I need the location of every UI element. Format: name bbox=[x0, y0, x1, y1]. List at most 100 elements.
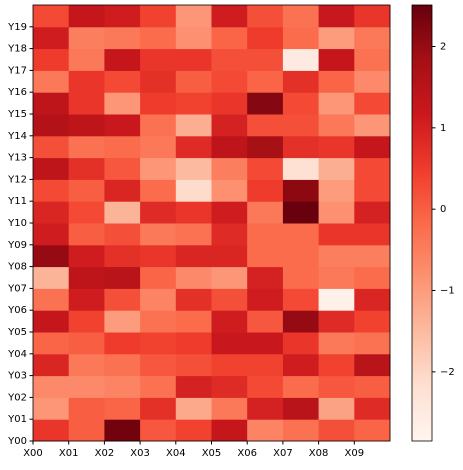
heat-cell bbox=[68, 332, 105, 355]
heat-cell bbox=[318, 92, 355, 115]
heat-cell bbox=[282, 266, 320, 289]
y-tick-label: Y13 bbox=[7, 153, 27, 164]
heat-cell bbox=[318, 5, 355, 28]
heat-cell bbox=[140, 223, 177, 246]
heat-cell bbox=[211, 179, 248, 202]
heat-cell bbox=[354, 244, 391, 268]
heat-cell bbox=[247, 244, 284, 268]
heat-cell bbox=[140, 419, 177, 442]
heat-cell bbox=[68, 157, 105, 180]
heat-cell bbox=[211, 288, 248, 311]
heat-cell bbox=[318, 70, 355, 93]
heat-cell bbox=[175, 157, 212, 180]
heat-cell bbox=[354, 288, 391, 311]
heat-cell bbox=[354, 375, 391, 398]
heat-cell bbox=[211, 48, 248, 71]
heat-cell bbox=[282, 419, 320, 442]
heat-cell bbox=[33, 244, 70, 268]
heat-cell bbox=[175, 5, 212, 28]
heat-cell bbox=[104, 223, 141, 246]
heat-cell bbox=[247, 310, 284, 333]
heat-cell bbox=[318, 332, 355, 355]
heat-cell bbox=[354, 114, 391, 137]
heat-cell bbox=[282, 353, 320, 377]
heat-cell bbox=[282, 244, 320, 268]
x-tick-label: X01 bbox=[59, 448, 79, 459]
heat-cell bbox=[211, 114, 248, 137]
heat-cell bbox=[354, 353, 391, 377]
heat-cell bbox=[318, 397, 355, 420]
heat-cell bbox=[140, 375, 177, 398]
heat-cell bbox=[211, 135, 248, 159]
heat-cell bbox=[247, 92, 284, 115]
heat-cell bbox=[175, 223, 212, 246]
heat-cell bbox=[140, 92, 177, 115]
heat-cell bbox=[104, 92, 141, 115]
x-tick-label: X07 bbox=[273, 448, 293, 459]
heat-cell bbox=[68, 419, 105, 442]
heat-cell bbox=[282, 223, 320, 246]
heat-cell bbox=[247, 179, 284, 202]
heat-cell bbox=[354, 310, 391, 333]
heat-cell bbox=[247, 26, 284, 50]
x-tick-label: X06 bbox=[237, 448, 257, 459]
heat-cell bbox=[104, 5, 141, 28]
heat-cell bbox=[33, 5, 70, 28]
colorbar-tick-label: −2 bbox=[440, 367, 455, 378]
y-tick-label: Y16 bbox=[7, 87, 27, 98]
heat-cell bbox=[175, 244, 212, 268]
heat-cell bbox=[247, 157, 284, 180]
heat-cell bbox=[318, 266, 355, 289]
x-tick-label: X08 bbox=[309, 448, 329, 459]
heat-cell bbox=[33, 266, 70, 289]
y-tick-label: Y04 bbox=[7, 349, 27, 360]
heat-cell bbox=[140, 310, 177, 333]
heat-cell bbox=[140, 114, 177, 137]
heat-cell bbox=[68, 92, 105, 115]
heat-cell bbox=[68, 201, 105, 224]
heat-cell bbox=[104, 310, 141, 333]
y-tick-label: Y07 bbox=[7, 283, 27, 294]
heat-cell bbox=[354, 92, 391, 115]
heat-cell bbox=[318, 223, 355, 246]
heat-cell bbox=[318, 48, 355, 71]
heat-cell bbox=[140, 244, 177, 268]
heat-cell bbox=[211, 26, 248, 50]
heat-cell bbox=[33, 48, 70, 71]
heat-cell bbox=[33, 157, 70, 180]
heat-cell bbox=[282, 179, 320, 202]
heat-cell bbox=[318, 375, 355, 398]
heat-cell bbox=[104, 48, 141, 71]
heat-cell bbox=[104, 397, 141, 420]
heat-cell bbox=[247, 419, 284, 442]
heat-cell bbox=[68, 135, 105, 159]
heat-cell bbox=[140, 70, 177, 93]
x-tick-label: X03 bbox=[130, 448, 150, 459]
heat-cell bbox=[354, 179, 391, 202]
heat-cell bbox=[68, 244, 105, 268]
heat-cell bbox=[140, 332, 177, 355]
heat-cell bbox=[33, 310, 70, 333]
heat-cell bbox=[282, 135, 320, 159]
y-tick-label: Y02 bbox=[7, 392, 27, 403]
y-tick-label: Y18 bbox=[7, 44, 27, 55]
y-tick-label: Y08 bbox=[7, 262, 27, 273]
heat-cell bbox=[354, 26, 391, 50]
heat-cell bbox=[33, 135, 70, 159]
heat-cell bbox=[282, 92, 320, 115]
heat-cell bbox=[33, 70, 70, 93]
heat-cell bbox=[211, 244, 248, 268]
heat-cell bbox=[282, 157, 320, 180]
colorbar-tick-label: 1 bbox=[440, 123, 446, 134]
heat-cell bbox=[33, 288, 70, 311]
heat-cell bbox=[211, 375, 248, 398]
heat-cell bbox=[282, 288, 320, 311]
heat-cell bbox=[175, 179, 212, 202]
heat-cell bbox=[247, 353, 284, 377]
heat-cell bbox=[354, 419, 391, 442]
heat-cell bbox=[33, 375, 70, 398]
heat-cell bbox=[247, 375, 284, 398]
heat-cell bbox=[68, 179, 105, 202]
heat-cell bbox=[33, 201, 70, 224]
heat-cell bbox=[175, 26, 212, 50]
